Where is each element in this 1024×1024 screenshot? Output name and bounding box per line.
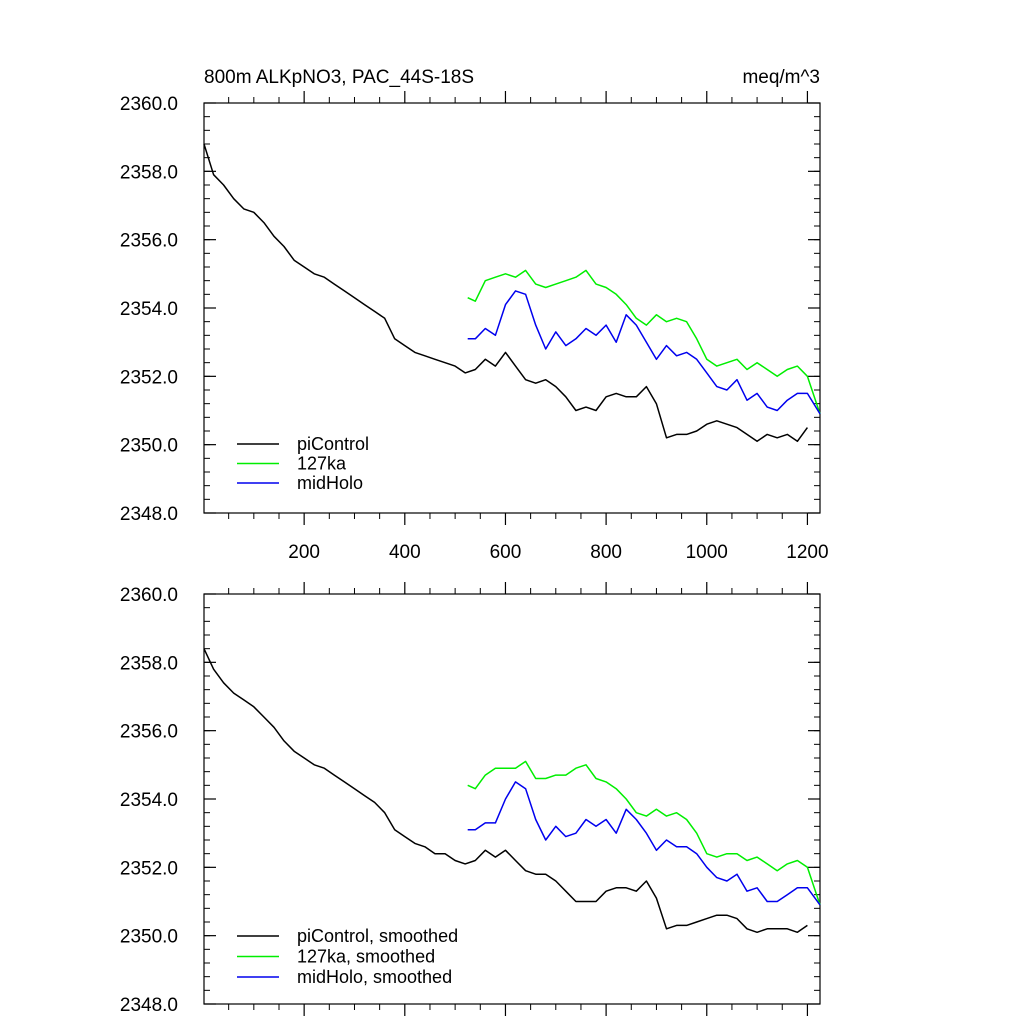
chart-units: meq/m^3 — [742, 67, 820, 88]
y-tick-label: 2356.0 — [120, 722, 178, 743]
y-tick-label: 2350.0 — [120, 927, 178, 948]
y-tick-label: 2360.0 — [120, 585, 178, 606]
top-panel: 2348.0 2350.0 2352.0 2354.0 2356.0 2358.0 2360… — [120, 91, 829, 563]
y-tick-label: 2358.0 — [120, 162, 178, 183]
legend-label: piControl — [297, 434, 369, 454]
y-tick-label: 2352.0 — [120, 367, 178, 388]
y-tick-label: 2354.0 — [120, 299, 178, 320]
x-tick-label: 800 — [590, 542, 622, 563]
y-tick-label: 2348.0 — [120, 995, 178, 1016]
y-tick-label: 2360.0 — [120, 94, 178, 115]
legend-label: midHolo, smoothed — [297, 967, 452, 987]
bottom-panel: 2348.0 2350.0 2352.0 2354.0 2356.0 2358.0 2360… — [120, 582, 821, 1016]
y-tick-label: 2358.0 — [120, 653, 178, 674]
series-line-picontrol-smoothed — [203, 648, 808, 934]
y-tick-label: 2354.0 — [120, 790, 178, 811]
x-tick-label: 1200 — [786, 542, 828, 563]
legend-label: midHolo — [297, 473, 363, 493]
series-line-midholo — [467, 290, 821, 415]
x-tick-label: 200 — [288, 542, 320, 563]
series-line-127ka-smoothed — [467, 760, 821, 906]
series-line-midholo-smoothed — [467, 781, 821, 906]
y-tick-label: 2352.0 — [120, 858, 178, 879]
y-tick-label: 2350.0 — [120, 436, 178, 457]
x-tick-label: 600 — [490, 542, 522, 563]
x-tick-label: 400 — [389, 542, 421, 563]
chart-title: 800m ALKpNO3, PAC_44S-18S — [204, 67, 474, 88]
y-tick-label: 2356.0 — [120, 231, 178, 252]
legend-label: 127ka, smoothed — [297, 947, 435, 967]
series-line-picontrol — [203, 143, 809, 443]
x-tick-label: 1000 — [686, 542, 728, 563]
y-tick-label: 2348.0 — [120, 504, 178, 525]
series-line-127ka — [467, 269, 821, 415]
legend-label: 127ka — [297, 454, 347, 474]
legend-label: piControl, smoothed — [297, 926, 458, 946]
